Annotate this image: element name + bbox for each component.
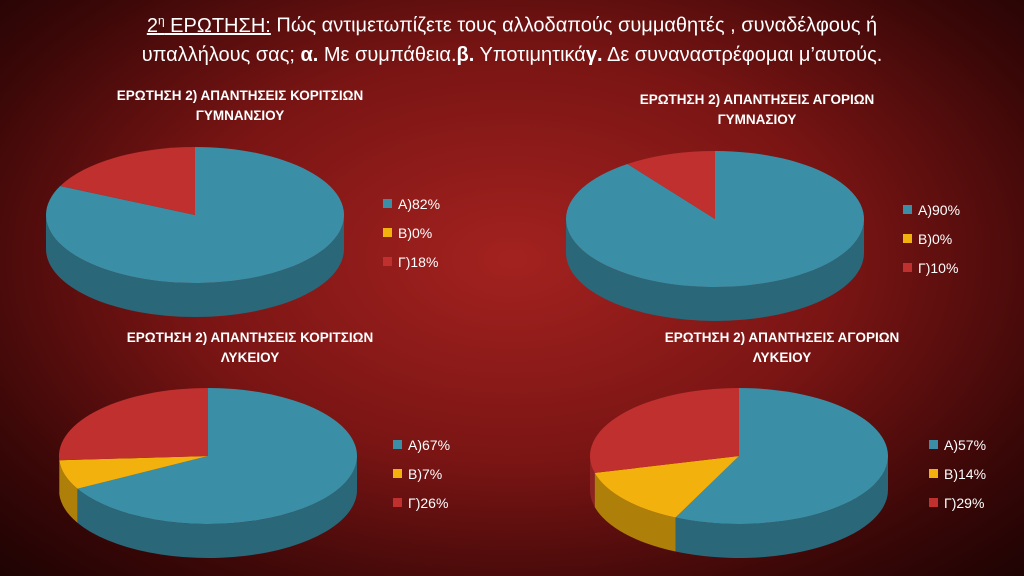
pie-side-b [594,472,676,552]
chart-title: ΕΡΩΤΗΣΗ 2) ΑΠΑΝΤΗΣΕΙΣ ΚΟΡΙΤΣΙΩΝ ΓΥΜΝΑΝΣΙΟ… [116,88,364,123]
legend-item-a: Α)57% [929,430,986,459]
legend-swatch-a [383,199,392,208]
legend-item-b: Β)7% [393,459,450,488]
chart-title: ΕΡΩΤΗΣΗ 2) ΑΠΑΝΤΗΣΕΙΣ ΚΟΡΙΤΣΙΩΝ ΛΥΚΕΙΟΥ [126,330,374,365]
legend-item-b: Β)0% [903,224,960,253]
pie-slice-a [675,388,888,524]
legend-item-c: Γ)26% [393,488,450,517]
legend-label: Γ)26% [408,494,449,511]
legend-swatch-c [383,257,392,266]
legend-label: Γ)18% [398,253,439,270]
pie-slice-b [594,456,739,518]
legend-label: Β)7% [408,465,443,482]
legend-item-b: Β)14% [929,459,986,488]
legend-swatch-a [903,205,912,214]
pie-slice-a [77,388,358,524]
legend-swatch-b [383,228,392,237]
legend-label: Α)82% [398,195,441,212]
legend-item-c: Γ)10% [903,253,960,282]
legend-swatch-b [929,469,938,478]
legend: Α)82% Β)0% Γ)18% [383,189,440,276]
pie-side-c [590,456,595,507]
chart-title: ΕΡΩΤΗΣΗ 2) ΑΠΑΝΤΗΣΕΙΣ ΑΓΟΡΙΩΝ ΓΥΜΝΑΣΙΟΥ [639,92,875,127]
pie-slice-c [60,147,195,215]
legend-label: Α)57% [944,436,987,453]
question-line-1: 2η ΕΡΩΤΗΣΗ: Πώς αντιμετωπίζετε τους αλλο… [146,13,878,37]
legend-swatch-c [393,498,402,507]
legend-swatch-c [929,498,938,507]
question-line-2: υπαλλήλους σας; α. Με συμπάθεια.β. Υποτι… [141,43,883,66]
legend-label: Γ)29% [944,494,985,511]
pie-side-a [566,219,864,321]
chart-title: ΕΡΩΤΗΣΗ 2) ΑΠΑΝΤΗΣΕΙΣ ΑΓΟΡΙΩΝ ΛΥΚΕΙΟΥ [664,330,900,365]
legend-item-a: Α)67% [393,430,450,459]
question-number: 2η ΕΡΩΤΗΣΗ: [146,13,271,37]
legend-swatch-b [393,469,402,478]
pie-side-a [675,456,888,558]
pie-slice-b [59,456,208,489]
legend: Α)57% Β)14% Γ)29% [929,430,986,517]
pie-side-a [77,456,358,558]
pie-side-a [46,215,344,317]
legend-label: Β)14% [944,465,987,482]
legend-label: Α)67% [408,436,451,453]
legend-label: Β)0% [398,224,433,241]
legend: Α)67% Β)7% Γ)26% [393,430,450,517]
legend: Α)90% Β)0% Γ)10% [903,195,960,282]
pie-chart [566,151,864,321]
chart-boys-lyceum: ΕΡΩΤΗΣΗ 2) ΑΠΑΝΤΗΣΕΙΣ ΑΓΟΡΙΩΝ ΛΥΚΕΙΟΥ Α)5… [512,326,1024,576]
legend-label: Α)90% [918,201,961,218]
pie-chart [590,388,888,558]
chart-boys-gymnasium: ΕΡΩΤΗΣΗ 2) ΑΠΑΝΤΗΣΕΙΣ ΑΓΟΡΙΩΝ ΓΥΜΝΑΣΙΟΥ Α… [512,82,1024,332]
legend-swatch-c [903,263,912,272]
legend-swatch-a [929,440,938,449]
legend-item-c: Γ)18% [383,247,440,276]
legend-swatch-b [903,234,912,243]
legend-item-a: Α)82% [383,189,440,218]
legend-item-b: Β)0% [383,218,440,247]
pie-chart [46,147,345,317]
chart-girls-gymnasium: ΕΡΩΤΗΣΗ 2) ΑΠΑΝΤΗΣΕΙΣ ΚΟΡΙΤΣΙΩΝ ΓΥΜΝΑΝΣΙΟ… [0,82,512,332]
legend-item-c: Γ)29% [929,488,986,517]
legend-label: Γ)10% [918,259,959,276]
chart-girls-lyceum: ΕΡΩΤΗΣΗ 2) ΑΠΑΝΤΗΣΕΙΣ ΚΟΡΙΤΣΙΩΝ ΛΥΚΕΙΟΥ Α… [0,326,512,576]
pie-chart [59,388,358,558]
pie-side-b [59,460,78,523]
pie-slice-a [46,147,345,283]
pie-slice-c [59,388,208,461]
legend-label: Β)0% [918,230,953,247]
pie-slice-c [590,388,739,473]
legend-item-a: Α)90% [903,195,960,224]
legend-swatch-a [393,440,402,449]
pie-slice-c [627,151,715,219]
question-heading: 2η ΕΡΩΤΗΣΗ: Πώς αντιμετωπίζετε τους αλλο… [0,6,1024,70]
